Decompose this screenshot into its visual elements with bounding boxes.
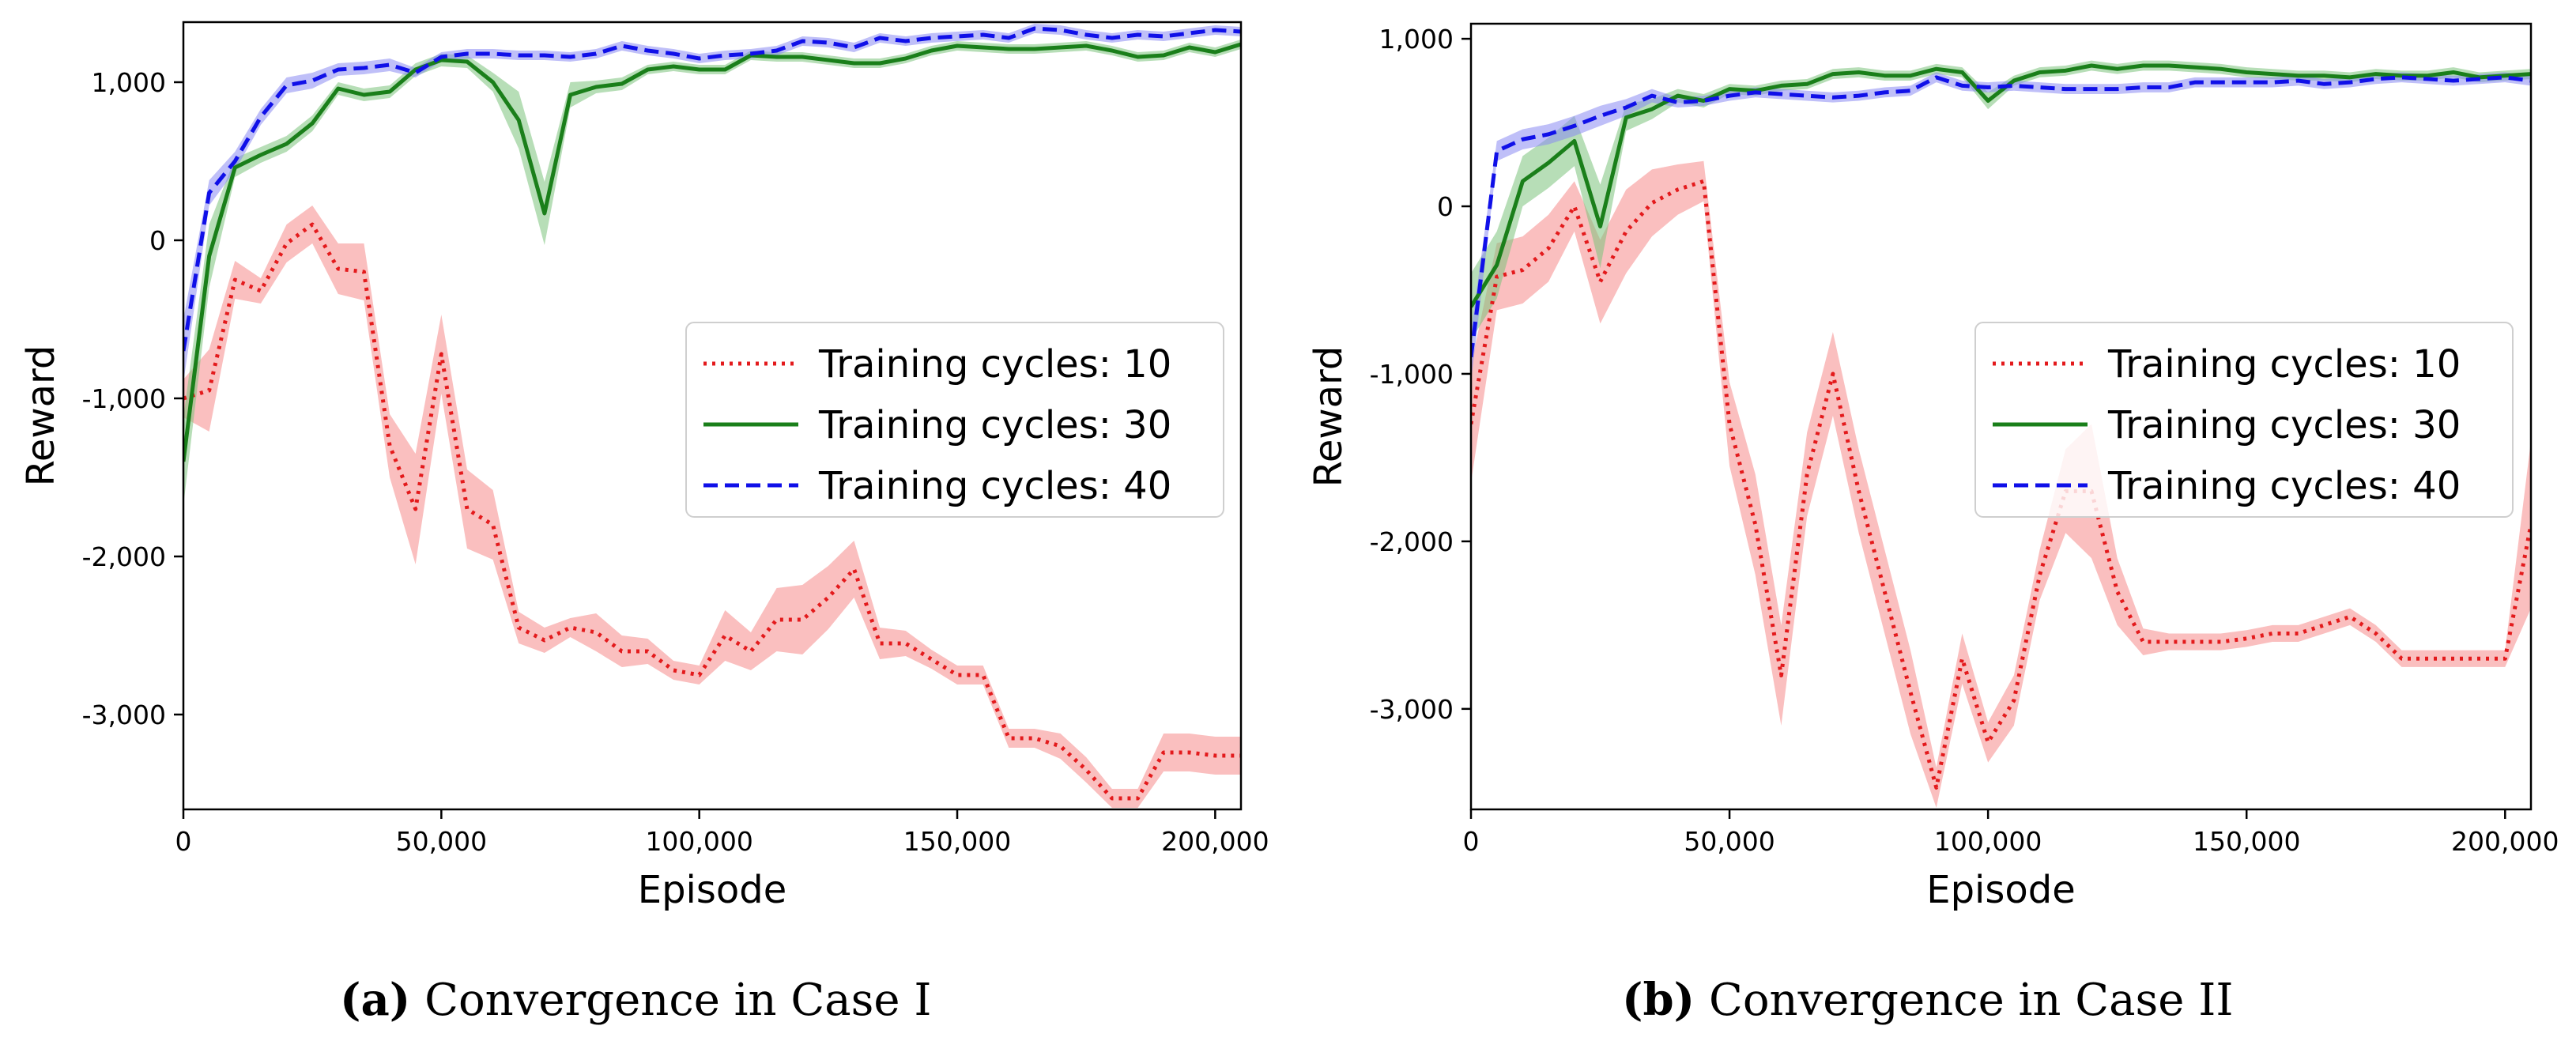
chart-a: 0 50,000 100,000 150,000 200,000 -3,000 -2,000… [19,21,1269,912]
y-axis-label-a: Reward [19,345,63,487]
legend-label-a-2: Training cycles: 40 [818,464,1171,508]
y-tick-label-b-0: -3,000 [1370,694,1454,725]
x-tick-label-b-0: 0 [1463,826,1480,857]
caption-b-text: Convergence in Case II [1708,975,2234,1026]
y-tick-label-b-4: 1,000 [1379,24,1454,55]
caption-a: (a) Convergence in Case I [340,974,931,1026]
plot-area-a [183,24,1241,808]
caption-b-letter: (b) [1622,974,1695,1026]
y-tick-label-a-2: -1,000 [82,383,166,414]
x-tick-label-a-0: 0 [175,826,192,857]
x-axis-label-a: Episode [638,868,787,912]
x-tick-label-b-4: 200,000 [2451,826,2559,857]
y-tick-label-a-4: 1,000 [92,67,166,98]
legend-b: Training cycles: 10 Training cycles: 30 Tr… [1974,322,2514,518]
y-tick-label-a-3: 0 [149,225,166,256]
legend-a: Training cycles: 10 Training cycles: 30 Tr… [685,322,1224,518]
caption-a-text: Convergence in Case I [424,975,932,1026]
chart-b: 0 50,000 100,000 150,000 200,000 -3,000 -2,000… [1307,22,2559,912]
x-tick-label-a-2: 100,000 [645,826,752,857]
legend-label-a-1: Training cycles: 30 [818,403,1171,447]
x-tick-label-b-2: 100,000 [1934,826,2042,857]
legend-box-b [1974,322,2514,518]
legend-label-b-1: Training cycles: 30 [2107,403,2461,447]
plot-frame-a [182,21,1243,811]
y-tick-label-b-3: 0 [1437,191,1454,222]
series-line-a-1 [183,42,1241,462]
y-tick-label-b-1: -2,000 [1370,526,1454,557]
series-line-b-0 [1471,179,2531,790]
x-tick-label-a-4: 200,000 [1161,826,1269,857]
legend-label-a-0: Training cycles: 10 [818,342,1171,387]
caption-b: (b) Convergence in Case II [1622,974,2233,1026]
series-line-b-2 [1471,75,2531,358]
series-band-a-0 [183,206,1241,808]
series-line-b-1 [1471,63,2531,308]
x-tick-label-a-3: 150,000 [903,826,1011,857]
legend-box-a [685,322,1224,518]
series-band-b-0 [1471,160,2531,808]
y-axis-label-b: Reward [1307,346,1351,488]
y-tick-label-a-1: -2,000 [82,541,166,572]
plot-area-b [1471,60,2531,808]
x-axis-label-b: Episode [1926,868,2076,912]
x-tick-label-a-1: 50,000 [396,826,487,857]
y-tick-label-b-2: -1,000 [1370,359,1454,390]
x-tick-label-b-1: 50,000 [1684,826,1775,857]
caption-a-letter: (a) [340,974,411,1026]
y-tick-label-a-0: -3,000 [82,700,166,730]
series-line-a-2 [183,26,1241,352]
legend-label-b-2: Training cycles: 40 [2107,464,2461,508]
plot-frame-b [1469,22,2533,811]
legend-label-b-0: Training cycles: 10 [2107,342,2461,387]
x-tick-label-b-3: 150,000 [2193,826,2300,857]
